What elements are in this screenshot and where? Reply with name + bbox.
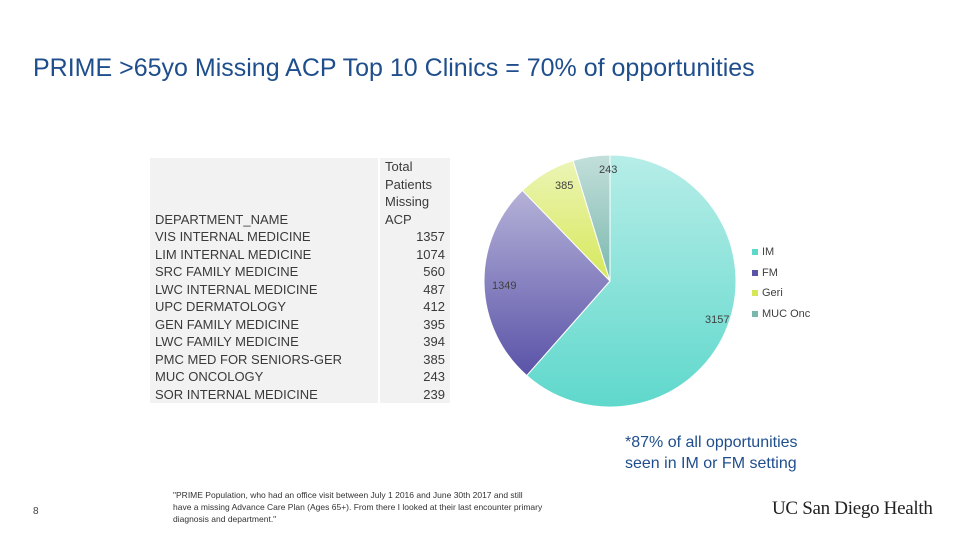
total-cell: 1357	[380, 228, 450, 246]
total-cell: 1074	[380, 245, 450, 263]
pie-slice-highlight	[522, 160, 610, 281]
legend-swatch	[752, 249, 758, 256]
table-row: UPC DERMATOLOGY 412	[150, 298, 450, 316]
department-cell: LIM INTERNAL MEDICINE	[150, 245, 378, 263]
opportunities-note: *87% of all opportunities seen in IM or …	[625, 432, 798, 474]
header-total-line: ACP	[385, 211, 412, 227]
legend-swatch	[752, 269, 758, 276]
clinics-table: DEPARTMENT_NAME Total Patients Missing A…	[150, 158, 450, 403]
department-cell: SRC FAMILY MEDICINE	[150, 263, 378, 281]
table-row: LWC INTERNAL MEDICINE 487	[150, 280, 450, 298]
data-label-im: 3157	[705, 314, 729, 326]
department-cell: LWC FAMILY MEDICINE	[150, 333, 378, 351]
page-number: 8	[33, 506, 39, 517]
header-total-line: Patients	[385, 176, 432, 192]
table-row: PMC MED FOR SENIORS-GER 385	[150, 350, 450, 368]
header-total-line: Missing	[385, 194, 430, 209]
total-cell: 560	[380, 263, 450, 281]
department-cell: GEN FAMILY MEDICINE	[150, 315, 378, 333]
department-cell: UPC DERMATOLOGY	[150, 298, 378, 316]
legend-label: FM	[762, 266, 778, 279]
note-line: *87% of all opportunities	[625, 434, 798, 451]
table-row: VIS INTERNAL MEDICINE 1357	[150, 228, 450, 246]
table-row: MUC ONCOLOGY 243	[150, 368, 450, 386]
department-cell: VIS INTERNAL MEDICINE	[150, 228, 378, 246]
table-row: LIM INTERNAL MEDICINE 1074	[150, 245, 450, 263]
pie-chart: 3157 1349 385 243	[483, 154, 737, 408]
legend-item: FM	[752, 263, 810, 284]
total-cell: 412	[380, 298, 450, 316]
note-line: seen in IM or FM setting	[625, 455, 797, 472]
data-label-muc-onc: 243	[599, 164, 617, 176]
footnote: "PRIME Population, who had an office vis…	[173, 490, 543, 524]
uc-san-diego-health-logo: UC San Diego Health	[772, 498, 933, 519]
total-cell: 487	[380, 280, 450, 298]
legend-swatch	[752, 310, 758, 317]
legend-label: Geri	[762, 287, 783, 300]
legend-item: IM	[752, 242, 810, 263]
total-cell: 385	[380, 350, 450, 368]
legend-item: Geri	[752, 283, 810, 304]
header-total-patients: Total Patients Missing ACP	[380, 158, 450, 228]
data-label-geri: 385	[555, 180, 573, 192]
table-header-row: DEPARTMENT_NAME Total Patients Missing A…	[150, 158, 450, 228]
total-cell: 394	[380, 333, 450, 351]
pie-slice-highlight	[526, 155, 736, 407]
total-cell: 239	[380, 385, 450, 403]
legend-item: MUC Onc	[752, 304, 810, 325]
data-label-fm: 1349	[492, 280, 516, 292]
department-cell: PMC MED FOR SENIORS-GER	[150, 350, 378, 368]
table-row: GEN FAMILY MEDICINE 395	[150, 315, 450, 333]
table-row: LWC FAMILY MEDICINE 394	[150, 333, 450, 351]
legend-swatch	[752, 290, 758, 297]
table-row: SRC FAMILY MEDICINE 560	[150, 263, 450, 281]
department-cell: LWC INTERNAL MEDICINE	[150, 280, 378, 298]
department-cell: SOR INTERNAL MEDICINE	[150, 385, 378, 403]
header-total-line: Total	[385, 159, 413, 174]
chart-legend: IM FM Geri MUC Onc	[752, 242, 810, 324]
pie-slice-highlight	[484, 190, 610, 376]
total-cell: 395	[380, 315, 450, 333]
pie-slice-highlight	[573, 155, 610, 281]
legend-label: IM	[762, 246, 775, 259]
legend-label: MUC Onc	[762, 307, 811, 320]
header-department: DEPARTMENT_NAME	[150, 158, 378, 228]
department-cell: MUC ONCOLOGY	[150, 368, 378, 386]
total-cell: 243	[380, 368, 450, 386]
slide-title: PRIME >65yo Missing ACP Top 10 Clinics =…	[33, 54, 755, 82]
table-row: SOR INTERNAL MEDICINE 239	[150, 385, 450, 403]
